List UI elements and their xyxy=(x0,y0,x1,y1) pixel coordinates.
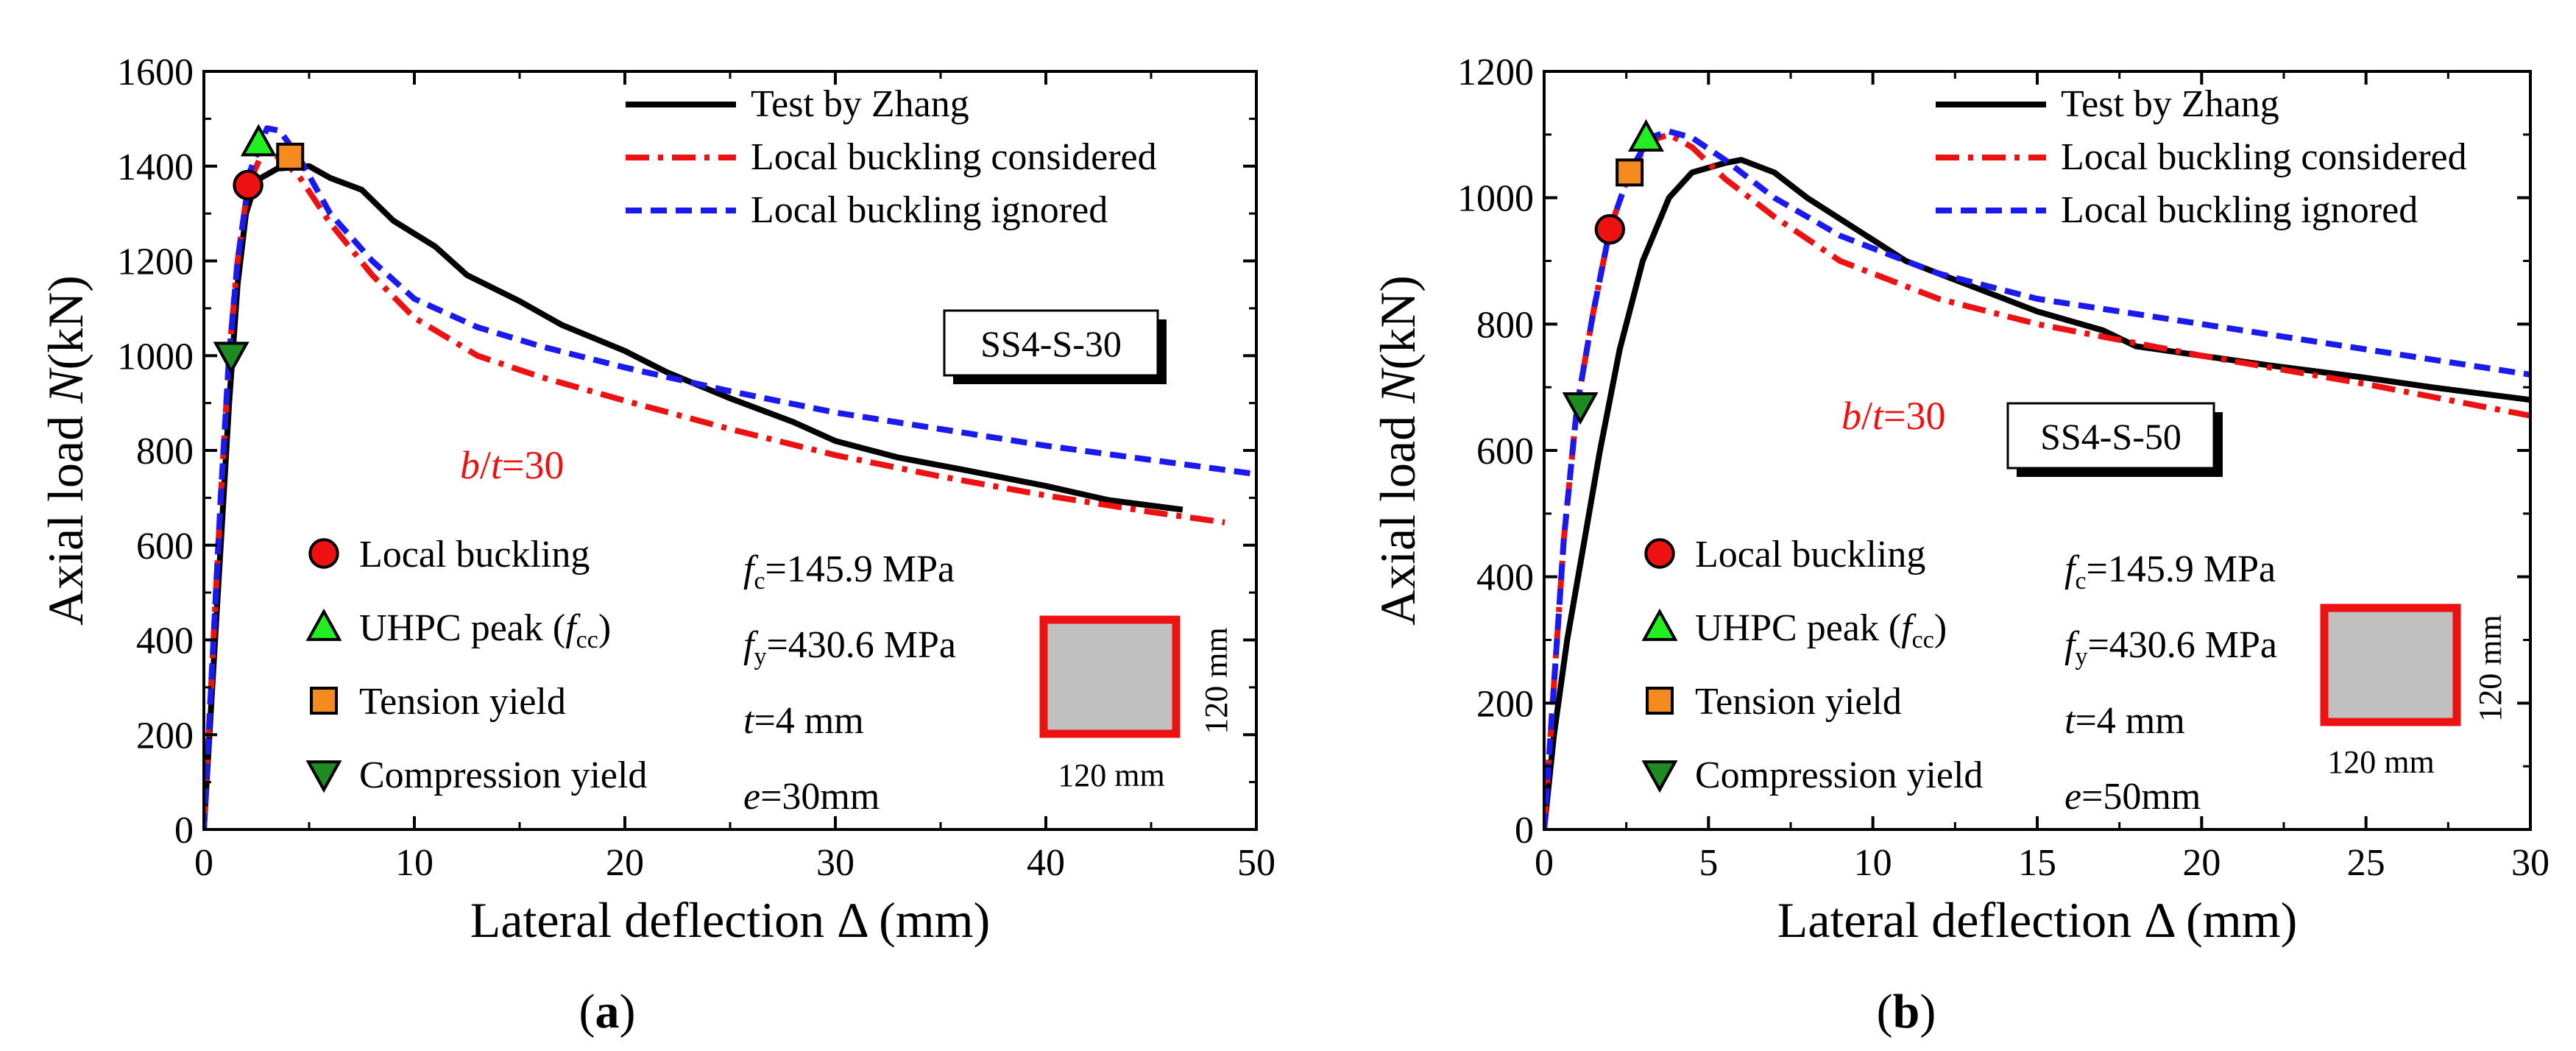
legend-entry: Local buckling ignored xyxy=(2061,189,2418,231)
param-label: e=30mm xyxy=(743,776,880,818)
legend-marker-compression-yield xyxy=(305,760,342,793)
x-tick-label: 30 xyxy=(816,842,854,884)
x-tick-label: 0 xyxy=(1535,842,1554,884)
marker-legend-label: Local buckling xyxy=(359,534,590,576)
specimen-label: SS4-S-30 xyxy=(980,323,1122,364)
legend-marker-tension-yield xyxy=(310,687,338,715)
param-label: fc=145.9 MPa xyxy=(2064,548,2276,595)
param-label: fc=145.9 MPa xyxy=(743,548,955,595)
x-tick-label: 10 xyxy=(1854,842,1892,884)
legend-marker-uhpc-peak-fcc xyxy=(305,608,342,641)
y-tick-label: 200 xyxy=(1476,683,1534,725)
marker-legend-label: UHPC peak (fcc) xyxy=(1695,607,1947,654)
marker-legend-label: Tension yield xyxy=(359,681,566,723)
x-tick-label: 30 xyxy=(2511,842,2550,884)
series-line-local-buckling-considered xyxy=(204,149,1225,829)
param-label: fy=430.6 MPa xyxy=(743,624,956,670)
panel-label: (a) xyxy=(579,985,636,1038)
legend-marker-local-buckling xyxy=(308,538,339,569)
legend-entry: Test by Zhang xyxy=(751,83,969,125)
y-tick-label: 1200 xyxy=(117,241,194,283)
x-tick-label: 10 xyxy=(395,842,434,884)
y-axis-title: Axial load N(kN) xyxy=(1370,275,1426,626)
y-tick-label: 600 xyxy=(1476,431,1534,473)
y-axis-title: Axial load N(kN) xyxy=(38,275,93,626)
section-height-label: 120 mm xyxy=(2472,615,2508,721)
x-axis-title: Lateral deflection Δ (mm) xyxy=(1777,892,2297,948)
section-height-label: 120 mm xyxy=(1198,627,1234,734)
y-tick-label: 200 xyxy=(136,715,194,757)
marker-legend-label: Tension yield xyxy=(1695,681,1902,723)
y-tick-label: 400 xyxy=(1476,557,1534,599)
legend-entry: Local buckling ignored xyxy=(751,189,1108,231)
x-axis-title: Lateral deflection Δ (mm) xyxy=(470,892,990,948)
y-tick-label: 1400 xyxy=(117,146,194,188)
y-tick-label: 1000 xyxy=(1457,178,1534,220)
marker-legend-label: Compression yield xyxy=(359,754,647,796)
y-tick-label: 0 xyxy=(174,810,194,852)
legend-entry: Local buckling considered xyxy=(751,136,1157,178)
y-tick-label: 800 xyxy=(1476,304,1534,346)
x-tick-label: 25 xyxy=(2347,842,2385,884)
legend-entry: Local buckling considered xyxy=(2061,136,2467,178)
marker-legend-label: Local buckling xyxy=(1695,534,1925,576)
marker-legend-label: Compression yield xyxy=(1695,754,1983,796)
series-line-local-buckling-considered xyxy=(1544,131,2530,829)
series-line-test-by-zhang xyxy=(1544,157,2530,829)
y-tick-label: 1600 xyxy=(117,52,194,93)
y-tick-label: 800 xyxy=(136,431,194,473)
legend-marker-compression-yield xyxy=(1641,760,1678,793)
legend-marker-tension-yield xyxy=(1646,687,1674,715)
cross-section-square xyxy=(2320,604,2461,726)
bt-ratio-label: b/t=30 xyxy=(460,443,565,487)
x-tick-label: 0 xyxy=(194,842,213,884)
marker-local-buckling xyxy=(233,169,263,201)
bt-ratio-label: b/t=30 xyxy=(1841,394,1946,438)
x-tick-label: 40 xyxy=(1027,842,1065,884)
y-tick-label: 1200 xyxy=(1457,52,1534,93)
specimen-label: SS4-S-50 xyxy=(2040,416,2182,457)
marker-tension-yield xyxy=(1616,158,1644,187)
param-label: t=4 mm xyxy=(2064,700,2185,742)
chart-panel-a: 0 10 20 30 40 50 0 200 400 600 800 1000 1200 1400 1600… xyxy=(38,52,1275,1038)
x-tick-label: 15 xyxy=(2018,842,2056,884)
y-tick-label: 600 xyxy=(136,526,194,567)
marker-uhpc-peak-fcc xyxy=(240,124,277,157)
x-tick-label: 20 xyxy=(2182,842,2221,884)
series-line-local-buckling-ignored xyxy=(204,125,1256,829)
cross-section-square xyxy=(1039,615,1181,738)
section-width-label: 120 mm xyxy=(1058,757,1164,793)
marker-legend-label: UHPC peak (fcc) xyxy=(359,607,611,654)
y-tick-label: 1000 xyxy=(117,336,194,378)
specimen-box xyxy=(2006,402,2215,470)
x-tick-label: 50 xyxy=(1237,842,1275,884)
param-label: t=4 mm xyxy=(743,700,864,742)
x-tick-label: 20 xyxy=(606,842,644,884)
marker-compression-yield xyxy=(213,342,250,375)
x-tick-label: 5 xyxy=(1699,842,1718,884)
series-line-local-buckling-ignored xyxy=(1544,128,2530,829)
param-label: fy=430.6 MPa xyxy=(2064,624,2277,670)
legend-entry: Test by Zhang xyxy=(2061,83,2279,125)
series-line-test-by-zhang xyxy=(204,163,1183,829)
marker-uhpc-peak-fcc xyxy=(1627,118,1664,152)
y-tick-label: 0 xyxy=(1515,810,1534,852)
marker-tension-yield xyxy=(276,142,305,171)
section-width-label: 120 mm xyxy=(2327,744,2434,780)
specimen-box xyxy=(943,309,1159,377)
chart-panel-b: 0 5 10 15 20 25 30 0 200 400 600 800 1000 1200 Lateral… xyxy=(1370,52,2550,1038)
legend-marker-local-buckling xyxy=(1644,538,1675,569)
marker-compression-yield xyxy=(1562,392,1599,425)
param-label: e=50mm xyxy=(2064,776,2201,818)
legend-marker-uhpc-peak-fcc xyxy=(1641,608,1678,641)
panel-label: (b) xyxy=(1877,985,1936,1038)
y-tick-label: 400 xyxy=(136,620,194,662)
marker-local-buckling xyxy=(1594,213,1626,245)
